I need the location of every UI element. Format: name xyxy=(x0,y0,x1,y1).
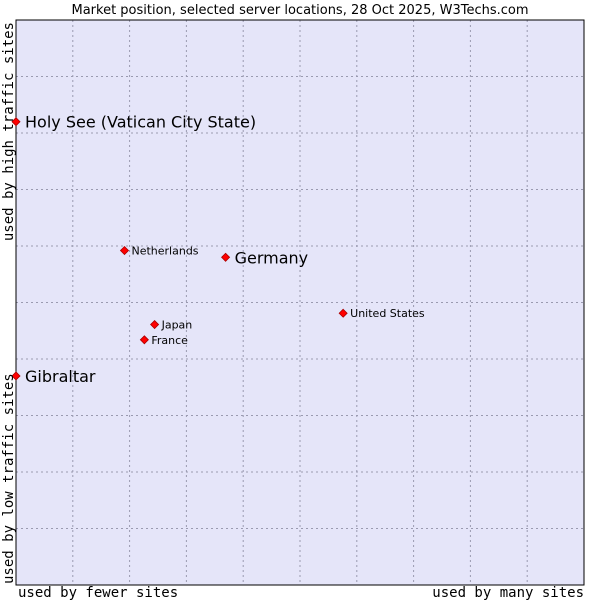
point-marker xyxy=(338,308,348,318)
point-marker xyxy=(119,245,130,256)
point-marker xyxy=(11,117,21,127)
x-axis-label-right: used by many sites xyxy=(432,585,584,600)
y-axis-label-bottom: used by low traffic sites xyxy=(1,373,17,584)
y-axis-label-top: used by high traffic sites xyxy=(1,22,17,241)
data-point-france: France xyxy=(139,334,188,347)
data-point-germany: Germany xyxy=(221,248,309,267)
chart-title: Market position, selected server locatio… xyxy=(71,3,528,18)
data-points: Holy See (Vatican City State) Netherlands… xyxy=(11,113,425,386)
plot-border xyxy=(15,19,585,586)
point-label: France xyxy=(151,334,188,347)
point-label: Gibraltar xyxy=(25,367,96,386)
point-label: Holy See (Vatican City State) xyxy=(25,113,256,132)
data-point-japan: Japan xyxy=(150,319,193,332)
point-label: Japan xyxy=(161,319,193,332)
data-point-netherlands: Netherlands xyxy=(119,245,199,258)
point-label: Germany xyxy=(235,248,309,267)
point-marker xyxy=(150,319,160,330)
data-point-united-states: United States xyxy=(338,307,425,320)
x-axis-label-left: used by fewer sites xyxy=(18,585,178,600)
point-label: Netherlands xyxy=(131,245,198,258)
data-point-gibraltar: Gibraltar xyxy=(11,367,96,386)
point-marker xyxy=(139,335,149,345)
point-marker xyxy=(11,371,21,381)
point-label: United States xyxy=(350,307,425,320)
point-marker xyxy=(221,252,231,262)
grid-lines xyxy=(16,20,584,585)
data-point-holy-see-vatican-city-state: Holy See (Vatican City State) xyxy=(11,113,256,132)
